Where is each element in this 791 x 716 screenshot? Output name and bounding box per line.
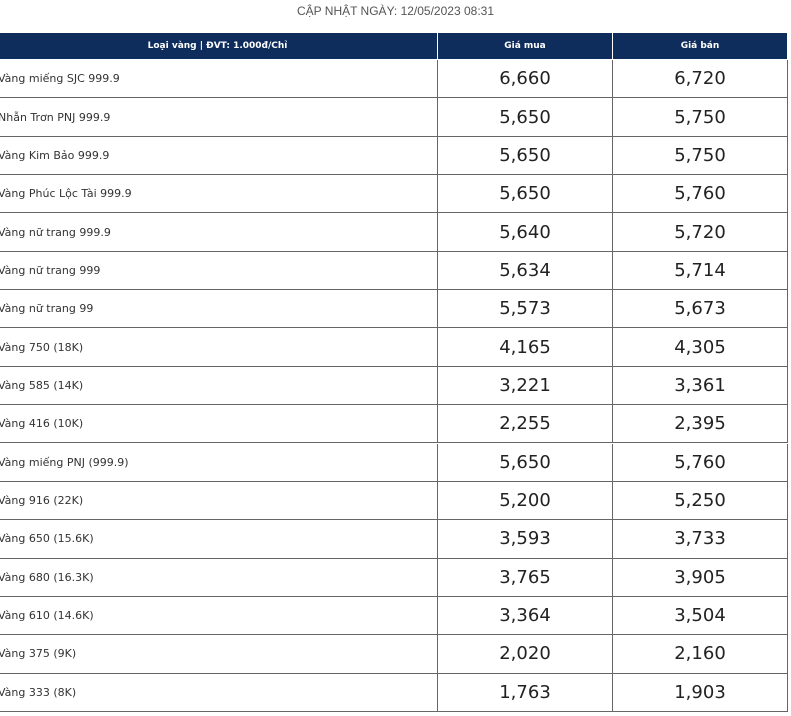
table-row: Vàng 750 (18K) 4,165 4,305 — [0, 328, 788, 367]
table-row: Nhẫn Trơn PNJ 999.9 5,650 5,750 — [0, 98, 788, 137]
table-row: Vàng Kim Bảo 999.9 5,650 5,750 — [0, 136, 788, 176]
header-row: Loại vàng | ĐVT: 1.000đ/Chỉ Giá mua Giá bá… — [0, 33, 788, 60]
update-title: CẬP NHẬT NGÀY: 12/05/2023 08:31 — [296, 4, 494, 18]
buy-price: 5,650 — [438, 443, 613, 481]
table-row: Vàng Phúc Lộc Tài 999.9 5,650 5,760 — [0, 175, 788, 214]
table-row: Vàng 333 (8K) 1,763 1,903 — [0, 673, 788, 712]
table-row: Vàng nữ trang 999.9 5,640 5,720 — [0, 213, 788, 252]
gold-type: Vàng Phúc Lộc Tài 999.9 — [0, 175, 438, 213]
sell-price: 5,760 — [613, 443, 788, 481]
gold-type: Vàng 650 (15.6K) — [0, 520, 438, 558]
sell-price: 5,714 — [613, 251, 788, 290]
sell-price: 5,760 — [613, 175, 788, 213]
table-row: Vàng nữ trang 999 5,634 5,714 — [0, 251, 788, 291]
table-row: Vàng 416 (10K) 2,255 2,395 — [0, 405, 788, 444]
sell-price: 3,361 — [613, 366, 788, 405]
table-row: Vàng miếng SJC 999.9 6,660 6,720 — [0, 60, 788, 99]
sell-price: 3,905 — [613, 558, 788, 596]
table-row: Vàng miếng PNJ (999.9) 5,650 5,760 — [0, 443, 788, 482]
sell-price: 5,673 — [613, 290, 788, 328]
gold-type: Vàng nữ trang 999.9 — [0, 213, 438, 251]
sell-price: 6,720 — [613, 60, 788, 98]
sell-price: 2,395 — [613, 405, 788, 443]
buy-price: 5,634 — [438, 251, 613, 290]
buy-price: 5,200 — [438, 481, 613, 520]
buy-price: 5,650 — [438, 98, 613, 136]
table-row: Vàng 650 (15.6K) 3,593 3,733 — [0, 520, 788, 559]
sell-price: 1,903 — [613, 673, 788, 711]
table-row: Vàng 680 (16.3K) 3,765 3,905 — [0, 558, 788, 597]
gold-type: Vàng 416 (10K) — [0, 405, 438, 443]
table-row: Vàng 375 (9K) 2,020 2,160 — [0, 635, 788, 674]
sell-price: 5,250 — [613, 481, 788, 520]
sell-price: 3,504 — [613, 596, 788, 635]
buy-price: 3,364 — [438, 596, 613, 635]
gold-type: Vàng 333 (8K) — [0, 673, 438, 711]
buy-price: 5,650 — [438, 136, 613, 175]
buy-price: 5,573 — [438, 290, 613, 328]
column-header: Giá mua — [438, 33, 613, 59]
buy-price: 5,640 — [438, 213, 613, 251]
gold-type: Vàng 750 (18K) — [0, 328, 438, 366]
sell-price: 5,750 — [613, 98, 788, 136]
gold-type: Vàng miếng PNJ (999.9) — [0, 443, 438, 481]
gold-type: Vàng miếng SJC 999.9 — [0, 60, 438, 98]
buy-price: 5,650 — [438, 175, 613, 213]
sell-price: 3,733 — [613, 520, 788, 558]
gold-type: Vàng 585 (14K) — [0, 366, 438, 405]
gold-type: Vàng 375 (9K) — [0, 635, 438, 673]
buy-price: 2,255 — [438, 405, 613, 443]
table-row: Vàng 610 (14.6K) 3,364 3,504 — [0, 596, 788, 636]
gold-type: Nhẫn Trơn PNJ 999.9 — [0, 98, 438, 136]
gold-type: Vàng 916 (22K) — [0, 481, 438, 520]
gold-type: Vàng nữ trang 999 — [0, 251, 438, 290]
buy-price: 3,765 — [438, 558, 613, 596]
table-row: Vàng 916 (22K) 5,200 5,250 — [0, 481, 788, 521]
buy-price: 4,165 — [438, 328, 613, 366]
sell-price: 4,305 — [613, 328, 788, 366]
gold-type: Vàng Kim Bảo 999.9 — [0, 136, 438, 175]
buy-price: 1,763 — [438, 673, 613, 711]
buy-price: 3,221 — [438, 366, 613, 405]
gold-type: Vàng 610 (14.6K) — [0, 596, 438, 635]
buy-price: 3,593 — [438, 520, 613, 558]
table-row: Vàng nữ trang 99 5,573 5,673 — [0, 290, 788, 329]
sell-price: 5,720 — [613, 213, 788, 251]
buy-price: 2,020 — [438, 635, 613, 673]
gold-type: Vàng 680 (16.3K) — [0, 558, 438, 596]
sell-price: 2,160 — [613, 635, 788, 673]
column-header: Giá bán — [613, 33, 788, 59]
column-header: Loại vàng | ĐVT: 1.000đ/Chỉ — [0, 33, 438, 59]
gold-type: Vàng nữ trang 99 — [0, 290, 438, 328]
table-row: Vàng 585 (14K) 3,221 3,361 — [0, 366, 788, 406]
buy-price: 6,660 — [438, 60, 613, 98]
sell-price: 5,750 — [613, 136, 788, 175]
